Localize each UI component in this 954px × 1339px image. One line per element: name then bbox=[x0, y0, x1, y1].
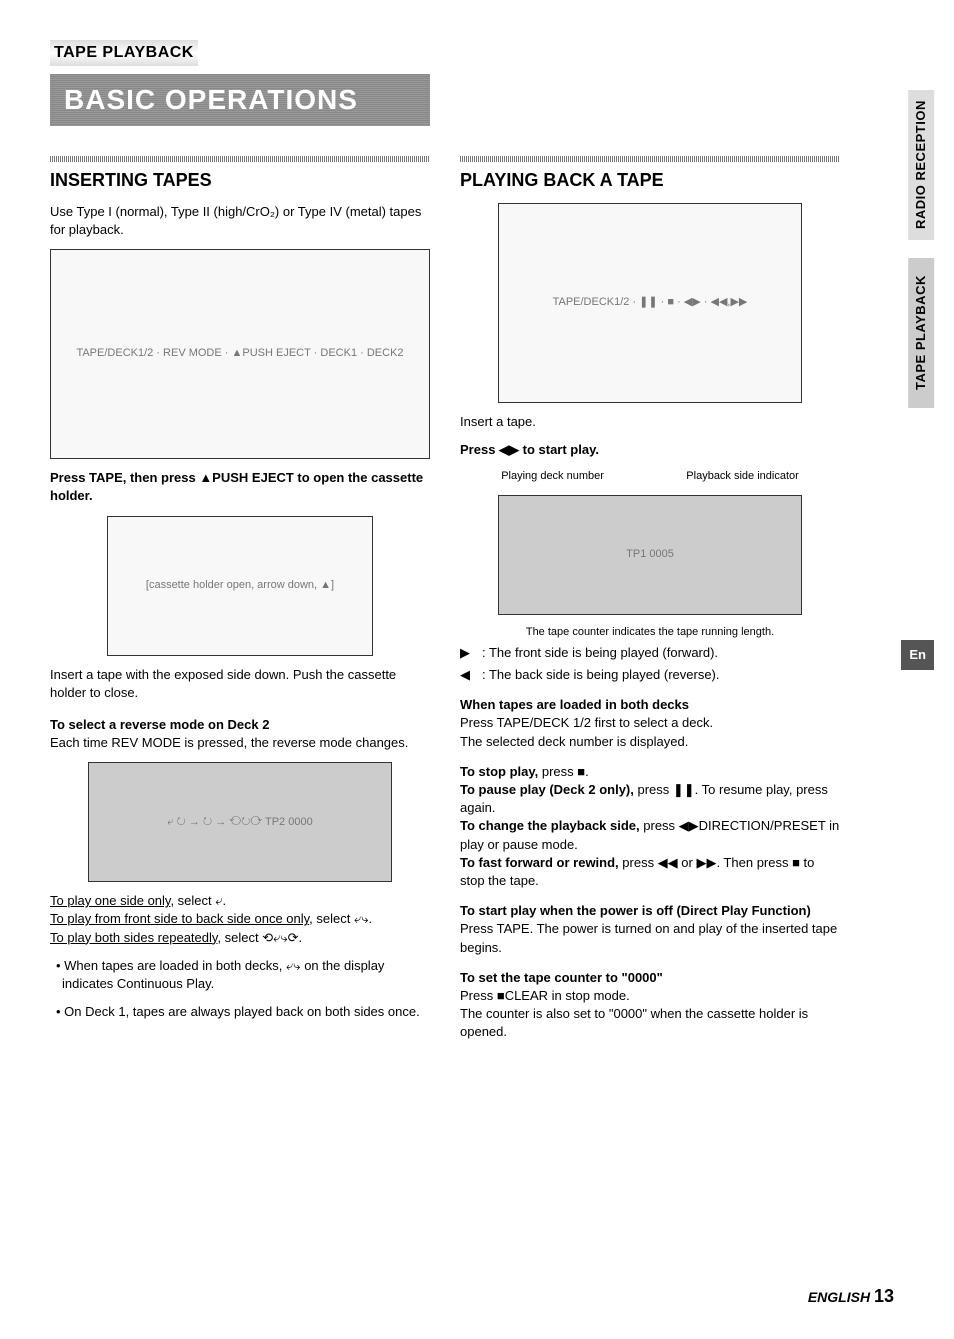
diagram-play-display: TP1 0005 bbox=[498, 495, 802, 615]
section-playing-back: PLAYING BACK A TAPE bbox=[460, 168, 840, 193]
pause-b: To pause play (Deck 2 only), bbox=[460, 782, 634, 797]
footer-lang: ENGLISH bbox=[808, 1289, 870, 1305]
counter-note: The tape counter indicates the tape runn… bbox=[460, 625, 840, 640]
press-open-instruction: Press TAPE, then press ▲PUSH EJECT to op… bbox=[50, 469, 430, 505]
footer-page: 13 bbox=[874, 1286, 894, 1306]
stop-b: To stop play, bbox=[460, 764, 538, 779]
press-play-line: Press ◀▶ to start play. bbox=[460, 441, 840, 459]
both-decks-title: When tapes are loaded in both decks bbox=[460, 697, 689, 712]
rev-indicator: ◀ : The back side is being played (rever… bbox=[460, 666, 840, 684]
bullet-continuous: • When tapes are loaded in both decks, ⤶… bbox=[56, 957, 430, 993]
rev-mode-body: Each time REV MODE is pressed, the rever… bbox=[50, 735, 408, 750]
reset-l2: The counter is also set to "0000" when t… bbox=[460, 1006, 808, 1039]
both-line1: Press TAPE/DECK 1/2 first to select a de… bbox=[460, 715, 713, 730]
side-tabs: RADIO RECEPTION TAPE PLAYBACK bbox=[908, 90, 934, 408]
reset-l1: Press ■CLEAR in stop mode. bbox=[460, 988, 630, 1003]
both-line2: The selected deck number is displayed. bbox=[460, 734, 688, 749]
reset-counter-title: To set the tape counter to "0000" bbox=[460, 970, 663, 985]
play-both-repeat: To play both sides repeatedly bbox=[50, 930, 217, 945]
play-front-back-once: To play from front side to back side onc… bbox=[50, 911, 309, 926]
inserting-intro: Use Type I (normal), Type II (high/CrO₂)… bbox=[50, 203, 430, 239]
insert-tape-text: Insert a tape with the exposed side down… bbox=[50, 666, 430, 702]
rev-mode-title: To select a reverse mode on Deck 2 bbox=[50, 717, 269, 732]
play-rev-icon: ◀ bbox=[460, 666, 476, 684]
diagram-stereo-controls: TAPE/DECK1/2 · ❚❚ · ■ · ◀▶ · ◀◀,▶▶ bbox=[498, 203, 802, 403]
bullet-deck1: • On Deck 1, tapes are always played bac… bbox=[56, 1003, 430, 1021]
play-one-side: To play one side only bbox=[50, 893, 170, 908]
footer: ENGLISH 13 bbox=[808, 1284, 894, 1309]
sidetab-tape: TAPE PLAYBACK bbox=[908, 258, 934, 408]
direct-play-title: To start play when the power is off (Dir… bbox=[460, 903, 811, 918]
lang-badge: En bbox=[901, 640, 934, 670]
play-fwd-icon: ▶ bbox=[460, 644, 476, 662]
diagram-rev-mode-display: ⤶ ↻ → ↻ → ⟲↻⟳ TP2 0000 bbox=[88, 762, 392, 882]
diagram-cassette-open: [cassette holder open, arrow down, ▲] bbox=[107, 516, 373, 656]
fwd-indicator: ▶ : The front side is being played (forw… bbox=[460, 644, 840, 662]
header-tab: TAPE PLAYBACK bbox=[50, 40, 198, 66]
rule bbox=[50, 156, 430, 162]
side-b: To change the playback side, bbox=[460, 818, 640, 833]
diagram-stereo-front: TAPE/DECK1/2 · REV MODE · ▲PUSH EJECT · … bbox=[50, 249, 430, 459]
direct-play-body: Press TAPE. The power is turned on and p… bbox=[460, 921, 837, 954]
rule bbox=[460, 156, 840, 162]
ff-b: To fast forward or rewind, bbox=[460, 855, 619, 870]
section-inserting-tapes: INSERTING TAPES bbox=[50, 168, 430, 193]
display-labels: Playing deck number Playback side indica… bbox=[460, 469, 840, 484]
banner-basic-operations: BASIC OPERATIONS bbox=[50, 74, 430, 125]
sidetab-radio: RADIO RECEPTION bbox=[908, 90, 934, 240]
right-column: PLAYING BACK A TAPE TAPE/DECK1/2 · ❚❚ · … bbox=[460, 152, 840, 1052]
left-column: INSERTING TAPES Use Type I (normal), Typ… bbox=[50, 152, 430, 1052]
insert-tape-line: Insert a tape. bbox=[460, 413, 840, 431]
